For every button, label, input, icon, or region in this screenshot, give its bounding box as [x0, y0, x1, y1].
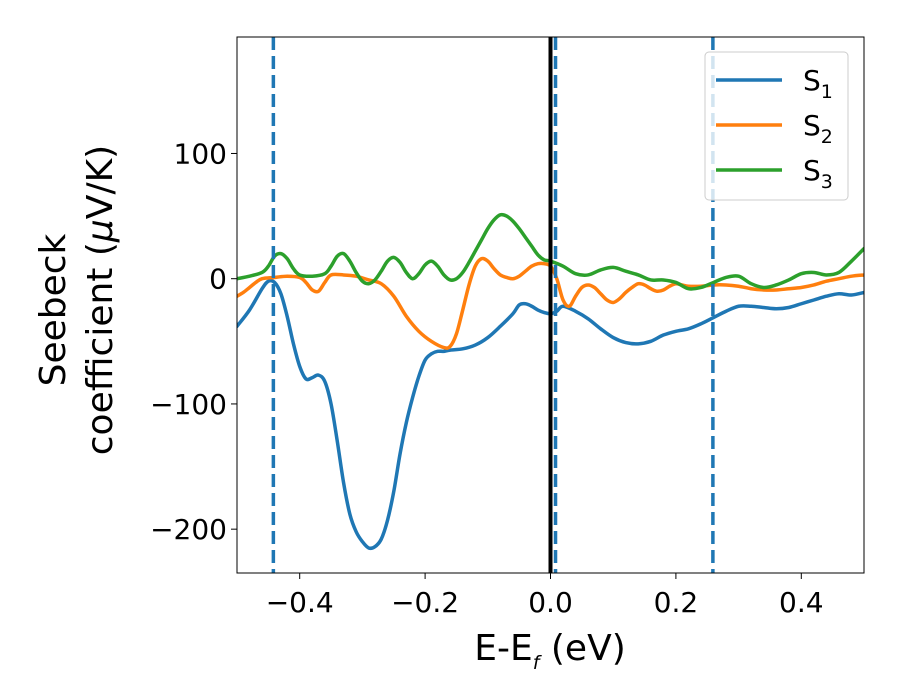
y-tick-label: −100	[150, 388, 227, 421]
legend-label-s2: S2	[803, 109, 833, 148]
x-axis-label-unit: (eV)	[539, 628, 625, 669]
x-axis-label-sub: f	[533, 652, 543, 674]
legend-label-s3: S3	[803, 154, 833, 193]
legend: S1 S2 S3	[704, 51, 849, 201]
y-axis-label-line2-end: V/K)	[80, 145, 121, 219]
x-tick-label: 0.4	[779, 586, 824, 619]
y-tick-label: −200	[150, 513, 227, 546]
y-axis-label-line2-start: coefficient (	[80, 242, 121, 455]
axis-ticks: −0.4 −0.2 0.0 0.2 0.4 −200 −100 0 100	[150, 137, 823, 619]
x-tick-label: 0.0	[528, 586, 573, 619]
legend-label-s1: S1	[803, 64, 833, 103]
y-axis-label-mu: μ	[80, 219, 121, 243]
series-line-s3	[237, 212, 864, 291]
x-axis-label-main: E-E	[474, 628, 532, 669]
y-axis-label-line2: coefficient (μV/K)	[80, 145, 121, 455]
plot-lines	[237, 37, 864, 573]
x-tick-label: −0.2	[391, 586, 459, 619]
x-axis-label: E-Ef (eV)	[474, 628, 626, 674]
y-axis-label-line1: Seebeck	[33, 233, 74, 386]
series-line-s1	[237, 278, 864, 551]
x-tick-label: 0.2	[654, 586, 699, 619]
y-tick-label: 0	[209, 263, 227, 296]
x-tick-label: −0.4	[266, 586, 334, 619]
y-tick-label: 100	[174, 137, 227, 170]
y-axis-label: Seebeck coefficient (μV/K)	[33, 145, 121, 455]
